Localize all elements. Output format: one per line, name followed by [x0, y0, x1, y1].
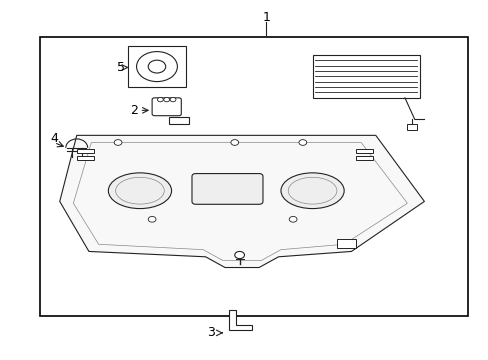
Ellipse shape: [108, 173, 171, 208]
Bar: [356, 149, 372, 153]
Polygon shape: [228, 310, 252, 330]
Text: 1: 1: [262, 11, 270, 24]
Circle shape: [114, 140, 122, 145]
Text: 5: 5: [116, 61, 124, 74]
Bar: [336, 239, 356, 248]
Bar: [356, 156, 372, 160]
Ellipse shape: [281, 173, 344, 208]
Bar: [77, 149, 94, 153]
Bar: [127, 46, 186, 87]
Bar: [312, 55, 419, 98]
Bar: [40, 37, 467, 316]
Bar: [407, 123, 416, 130]
Text: 4: 4: [50, 132, 58, 145]
Text: 2: 2: [129, 104, 137, 117]
Circle shape: [234, 251, 244, 258]
Text: 3: 3: [207, 327, 215, 339]
Circle shape: [298, 140, 306, 145]
FancyBboxPatch shape: [192, 174, 263, 204]
Bar: [77, 156, 94, 160]
Circle shape: [148, 60, 165, 73]
Circle shape: [288, 216, 296, 222]
FancyBboxPatch shape: [152, 98, 181, 116]
Circle shape: [163, 98, 169, 102]
Circle shape: [170, 98, 176, 102]
Circle shape: [148, 216, 156, 222]
Circle shape: [230, 140, 238, 145]
Polygon shape: [60, 135, 424, 267]
Circle shape: [136, 51, 177, 82]
Circle shape: [157, 98, 163, 102]
Bar: [169, 117, 188, 123]
